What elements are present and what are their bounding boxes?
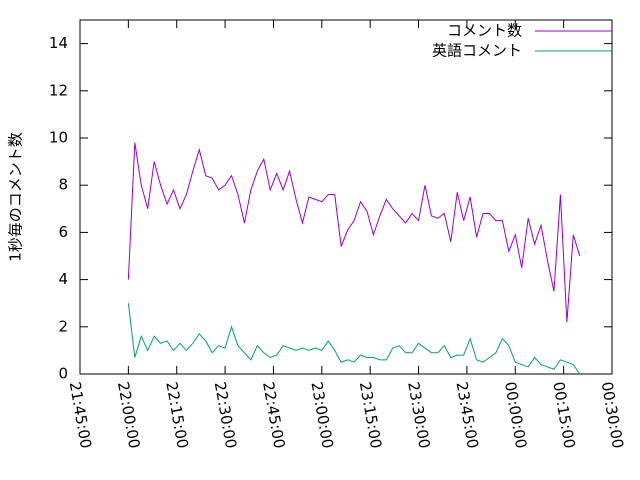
x-tick-label: 00:30:00 <box>598 380 627 449</box>
y-tick-label: 6 <box>58 223 68 241</box>
x-tick-label: 21:45:00 <box>66 380 95 449</box>
legend-label: コメント数 <box>447 22 522 40</box>
x-tick-label: 22:00:00 <box>114 380 143 449</box>
x-tick-label: 22:15:00 <box>162 380 191 449</box>
x-tick-label: 23:45:00 <box>453 380 482 449</box>
x-tick-label: 22:45:00 <box>259 380 288 449</box>
y-tick-label: 10 <box>49 129 68 147</box>
legend-label: 英語コメント <box>432 42 522 60</box>
y-tick-label: 12 <box>49 81 68 99</box>
y-tick-label: 4 <box>58 270 68 288</box>
y-tick-label: 14 <box>49 34 68 52</box>
x-tick-label: 23:30:00 <box>404 380 433 449</box>
series-line <box>127 142 581 323</box>
x-tick-label: 23:15:00 <box>356 380 385 449</box>
y-tick-label: 0 <box>58 365 68 383</box>
y-tick-label: 8 <box>58 176 68 194</box>
x-tick-label: 23:00:00 <box>307 380 336 449</box>
plot-frame <box>79 19 613 375</box>
series-line <box>127 303 581 375</box>
y-tick-label: 2 <box>58 317 68 335</box>
x-tick-label: 22:30:00 <box>211 380 240 449</box>
x-tick-label: 00:15:00 <box>549 380 578 449</box>
x-tick-label: 00:00:00 <box>501 380 530 449</box>
y-axis-label: 1秒毎のコメント数 <box>7 132 25 262</box>
